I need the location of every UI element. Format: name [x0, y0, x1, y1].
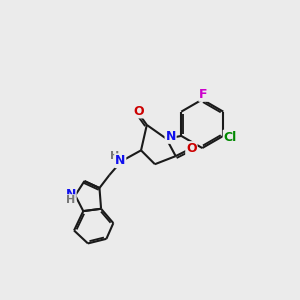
Text: H: H [65, 195, 75, 205]
Text: H: H [110, 151, 120, 161]
Text: N: N [115, 154, 125, 167]
Text: O: O [134, 105, 144, 118]
Text: N: N [65, 188, 76, 201]
Text: N: N [165, 130, 176, 143]
Text: F: F [199, 88, 208, 101]
Text: O: O [186, 142, 197, 155]
Text: Cl: Cl [224, 130, 237, 144]
